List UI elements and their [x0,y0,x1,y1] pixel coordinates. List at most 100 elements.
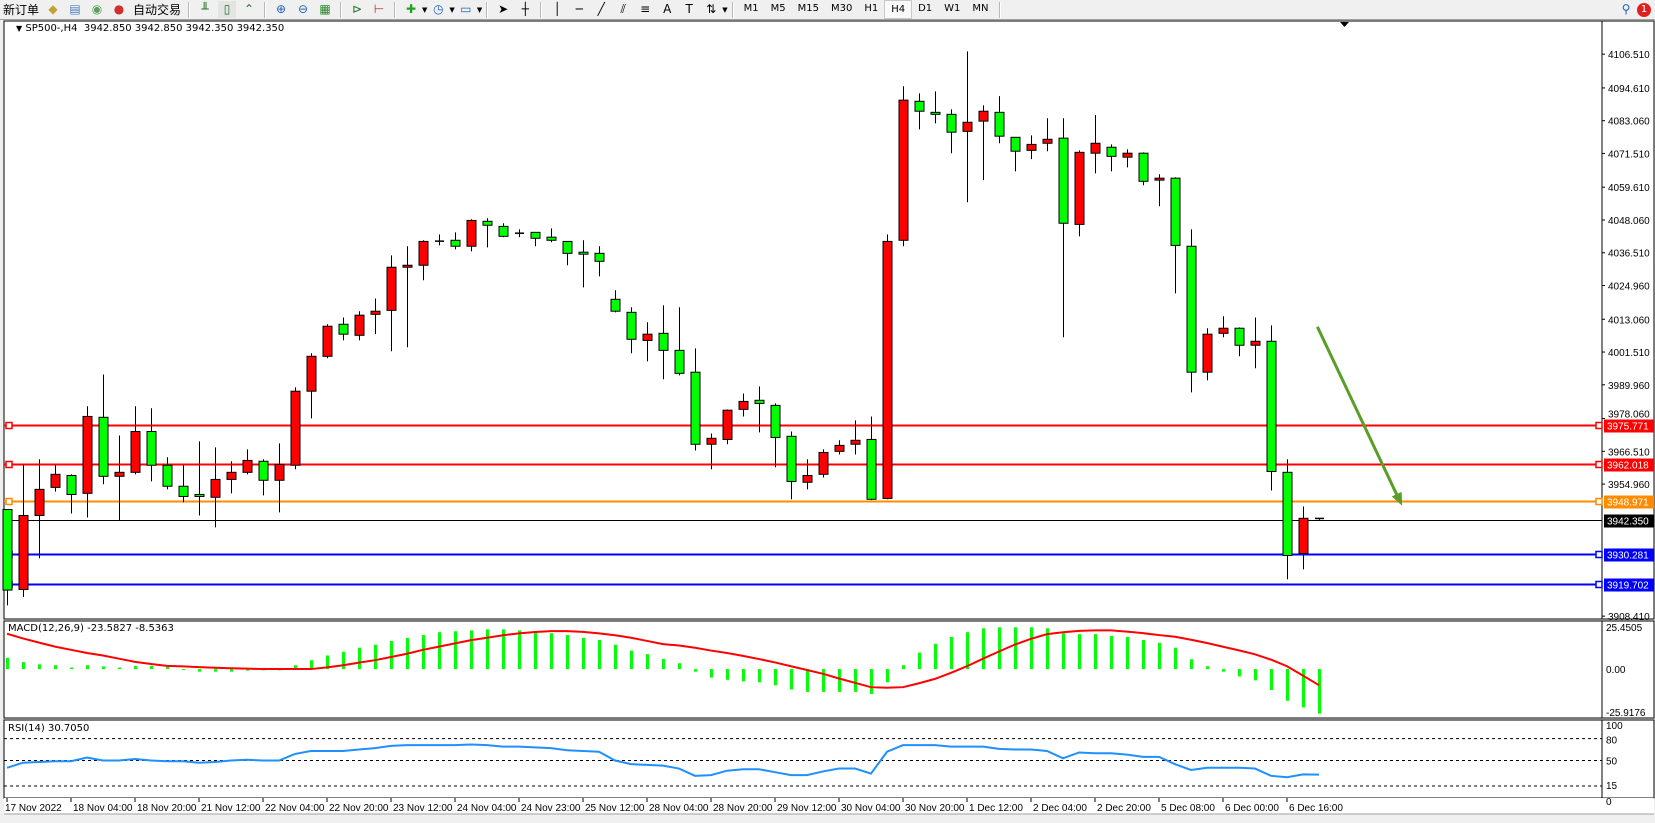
candle [386,255,397,352]
collapse-triangle-icon[interactable]: ▼ [16,24,23,33]
zoom-out-icon[interactable]: ⊖ [298,2,309,16]
macd-histogram-bar [1030,627,1033,670]
auto-trading-button[interactable]: 自动交易 [133,3,182,17]
price-tag [1604,578,1654,592]
cursor-icon[interactable]: ➤ [498,2,509,16]
candle-body [354,314,365,336]
price-axis-label: 3989.960 [1608,381,1650,392]
dropdown-arrow-icon[interactable]: ▼ [422,5,428,14]
macd-axis-label: 25.4505 [1606,623,1643,634]
auto-scroll-icon[interactable]: ⊳ [352,2,363,16]
time-axis-label: 1 Dec 12:00 [969,803,1023,814]
candle [1122,149,1133,168]
candle [594,246,605,277]
data-window-icon[interactable]: ▤ [69,2,81,16]
candle-body [130,430,141,473]
candle-body [18,514,29,590]
candle [930,91,941,124]
search-icon[interactable]: ⚲ [1621,2,1631,16]
time-axis [4,798,1654,814]
zoom-in-icon[interactable]: ⊕ [276,2,287,16]
macd-axis-label: -25.9176 [1606,708,1646,719]
candle [866,416,877,501]
candle-body [994,111,1005,137]
timeframe-m30[interactable]: M30 [830,3,853,14]
timeframe-m15[interactable]: M15 [797,3,819,14]
macd-histogram-bar [758,669,761,683]
dropdown-arrow-icon[interactable]: ▼ [476,5,483,14]
trendline-icon[interactable]: ╱ [597,2,605,16]
templates-icon[interactable]: ▭ [460,2,472,16]
timeframe-m5[interactable]: M5 [770,3,786,14]
candle-body [306,355,317,392]
chart-window[interactable]: 4106.510 4094.610 4083.060 4071.510 4059.610… [0,20,1655,820]
notification-badge[interactable]: 1 [1637,2,1651,17]
toolbar-separator [340,1,343,18]
macd-histogram-bar [518,630,521,670]
dropdown-arrow-icon[interactable]: ▼ [449,5,455,14]
crosshair-icon[interactable]: ┼ [521,2,529,16]
candle-body [866,438,877,500]
candle-body [290,390,301,466]
candle-body [1090,142,1101,154]
market-watch-icon[interactable]: ◆ [48,2,58,16]
candle [338,317,349,341]
candle-body [1042,138,1053,144]
candle [850,420,861,455]
timeframe-w1[interactable]: W1 [944,3,961,14]
chart-shift-icon[interactable]: ⊢ [373,2,385,16]
candle-body [834,444,845,452]
candle-body [1218,327,1229,334]
macd-signal-line [6,629,1320,689]
macd-histogram-bar [422,635,425,670]
toolbar-separator [264,1,267,18]
macd-label: MACD(12,26,9) -23.5827 -8.5363 [8,623,174,634]
tile-windows-icon[interactable]: ▦ [319,2,331,16]
candle [722,409,733,445]
line-chart-icon[interactable]: ⌃ [244,2,255,16]
indicators-icon[interactable]: ✚ [406,2,417,16]
candle-body [1122,152,1133,158]
text-icon[interactable]: A [663,2,672,16]
equidistant-channel-icon[interactable]: ⫽ [620,2,626,16]
macd-histogram-bar [1302,669,1305,708]
timeframe-h4[interactable]: H4 [884,0,913,19]
arrows-icon[interactable]: ⇅ [706,2,717,16]
timeframe-m1[interactable]: M1 [743,3,759,14]
auto-trading-icon[interactable]: ● [113,2,125,16]
new-order-button[interactable]: 新订单 [3,3,40,17]
line-handle-left [5,421,13,430]
line-handle-right [1595,497,1603,506]
candle [1202,328,1213,381]
fibonacci-icon[interactable]: ≡ [640,2,651,16]
bar-chart-icon[interactable]: ╨ [201,2,209,16]
timeframe-d1[interactable]: D1 [918,3,933,14]
text-label-icon[interactable]: T [685,2,693,16]
periods-icon[interactable]: ◷ [433,2,444,16]
macd-histogram-bar [374,644,377,670]
toolbar: 新订单 ◆ ▤ ◉ ● 自动交易 ╨ ▯ ⌃ ⊕ ⊖ ▦ ⊳ ⊢ ✚ ▼ ◷ ▼ ▭… [0,0,1655,20]
candle-body [802,474,813,483]
candle-body [1106,146,1117,157]
macd-histogram-bar [774,669,777,686]
candle [674,307,685,376]
candlestick-icon[interactable]: ▯ [218,1,237,18]
macd-histogram-bar [838,669,841,692]
candle-body [1282,471,1293,556]
candle [658,305,669,380]
navigator-icon[interactable]: ◉ [91,2,103,16]
timeframe-h1[interactable]: H1 [864,3,879,14]
macd-histogram-bar [182,669,185,671]
candle-body [754,399,765,404]
chart-canvas[interactable]: 4106.510 4094.610 4083.060 4071.510 4059.610… [0,20,1655,820]
candle-body [146,430,157,466]
macd-histogram-bar [246,669,249,671]
candle-body [1234,327,1245,346]
timeframe-mn[interactable]: MN [972,3,989,14]
candle-body [690,371,701,445]
candle [898,86,909,247]
vertical-line-icon[interactable]: │ [553,2,561,16]
candle [802,459,813,490]
horizontal-line-icon[interactable]: ─ [575,2,583,16]
dropdown-arrow-icon[interactable]: ▼ [722,5,728,14]
